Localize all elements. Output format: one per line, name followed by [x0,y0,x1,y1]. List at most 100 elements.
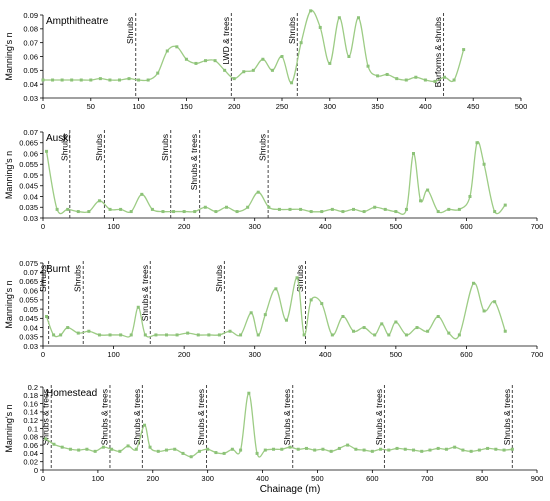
y-tick-label: 0.065 [19,277,38,286]
data-point [77,448,81,452]
data-point [280,447,284,451]
data-point [194,61,198,65]
data-point [423,78,427,82]
data-point [213,59,217,63]
x-tick-label: 400 [319,350,332,359]
series-line [45,141,506,215]
data-point [277,207,281,211]
data-point [203,205,207,209]
data-point [447,331,451,335]
x-tick-label: 700 [531,350,544,359]
data-point [288,207,292,211]
x-tick-label: 500 [311,474,324,483]
x-tick-label: 400 [256,474,269,483]
y-tick-label: 0.05 [23,305,38,314]
y-tick-label: 0.09 [23,11,38,20]
data-point [380,322,384,326]
data-point [376,74,380,78]
data-point [486,446,490,450]
data-point [246,205,250,209]
data-point [471,281,475,285]
data-point [148,445,152,449]
vegetation-marker-label: Shrubs & trees [374,389,384,445]
data-point [412,448,415,452]
data-point [175,333,179,337]
data-point [206,447,210,451]
data-point [436,210,440,214]
data-point [143,333,147,337]
data-point [235,210,239,214]
data-point [510,447,514,451]
x-tick-label: 300 [248,222,261,231]
x-tick-label: 200 [178,222,191,231]
data-point [468,195,472,198]
data-point [320,210,324,214]
data-point [373,205,377,209]
data-point [119,333,123,337]
panel-1: 0.03 0.04 0.05 0.06 0.07 0.08 0.09 0 50 100 150 200… [4,9,527,111]
data-point [127,77,131,81]
data-point [426,329,430,333]
x-tick-label: 300 [248,350,261,359]
data-point [453,445,457,449]
data-point [356,16,360,20]
vegetation-marker-label: Shrubs & trees [140,265,150,321]
x-axis-label: Chainage (m) [260,484,321,495]
data-point [452,78,456,82]
y-tick-label: 0.06 [23,286,38,295]
data-point [404,78,408,82]
data-point [156,449,160,453]
data-point [110,447,114,451]
x-tick-label: 300 [324,102,337,111]
data-point [85,447,89,451]
data-point [309,210,313,214]
y-tick-label: 0.04 [23,80,38,89]
data-point [79,78,83,82]
x-tick-label: 500 [390,222,403,231]
x-tick-label: 500 [390,350,403,359]
x-tick-label: 0 [41,474,45,483]
y-tick-label: 0.045 [19,314,38,323]
data-point [224,205,228,209]
y-tick-label: 0.075 [19,259,38,268]
data-point [290,81,294,85]
x-tick-label: 600 [366,474,379,483]
y-tick-label: 0.035 [19,333,38,342]
y-tick-label: 0.04 [23,323,38,332]
data-point [475,141,479,145]
data-point [256,333,260,337]
x-tick-label: 400 [419,102,432,111]
data-point [299,207,303,211]
data-point [404,333,408,337]
vegetation-marker-label: Shrubs [73,265,83,292]
data-point [87,210,91,214]
data-point [362,326,366,330]
data-point [387,333,391,337]
data-point [395,446,399,450]
data-point [52,442,56,446]
x-tick-label: 0 [41,102,45,111]
data-point [477,448,481,452]
data-point [394,320,398,324]
x-tick-label: 100 [107,350,120,359]
data-point [373,333,377,337]
data-point [182,210,186,214]
x-tick-label: 0 [41,350,45,359]
vegetation-marker-label: Shrubs [258,134,268,161]
y-tick-label: 0.02 [23,458,38,467]
data-point [134,447,138,451]
data-point [436,314,440,318]
y-tick-label: 0.04 [23,449,38,458]
panel-title: Homestead [46,388,97,399]
vegetation-marker-label: Shrubs & trees [282,389,292,445]
data-point [354,447,358,451]
vegetation-marker-label: Shrubs [214,265,224,292]
data-point [60,445,64,449]
y-tick-label: 0.07 [23,268,38,277]
data-point [436,446,440,450]
data-point [337,446,341,450]
data-point [140,192,144,196]
data-point [228,329,232,333]
data-point [217,333,221,337]
vegetation-marker-label: Shrubs [94,134,104,161]
